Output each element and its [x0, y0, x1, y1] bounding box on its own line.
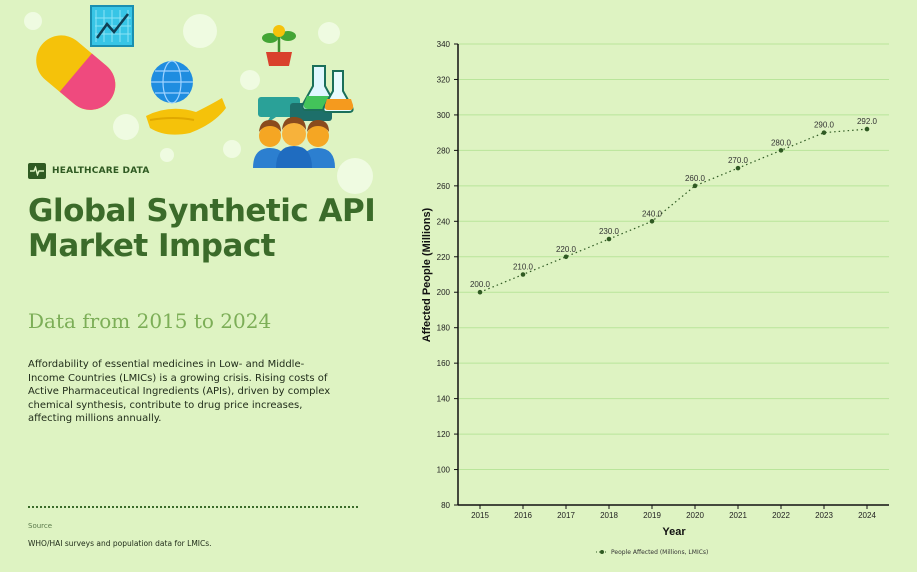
globe-icon [151, 60, 193, 104]
plant-icon [262, 25, 296, 66]
y-tick-label: 100 [437, 466, 451, 475]
source-text: WHO/HAI surveys and population data for … [28, 539, 212, 548]
data-label: 210.0 [513, 263, 534, 272]
x-tick-label: 2022 [772, 511, 790, 520]
data-label: 290.0 [814, 121, 835, 130]
badge-label: HEALTHCARE DATA [52, 166, 150, 176]
x-tick-label: 2015 [471, 511, 489, 520]
data-label: 292.0 [857, 117, 878, 126]
decor-bubble [337, 158, 373, 194]
y-tick-label: 80 [441, 501, 450, 510]
data-points [477, 126, 870, 295]
data-label: 220.0 [556, 245, 577, 254]
data-point [563, 254, 569, 260]
data-label: 200.0 [470, 280, 491, 289]
data-point [477, 289, 483, 295]
decor-bubble [318, 22, 340, 44]
data-point [649, 219, 655, 224]
y-tick-label: 300 [437, 111, 451, 120]
chart-board-icon [90, 5, 134, 47]
y-tick-label: 240 [437, 217, 451, 226]
x-axis-ticks: 2015 2016 2017 2018 2019 2020 2021 2022 2023 2024 [471, 505, 876, 520]
dotted-divider [28, 506, 358, 508]
y-tick-label: 180 [437, 324, 451, 333]
x-tick-label: 2023 [815, 511, 833, 520]
x-axis-title: Year [662, 526, 686, 538]
y-tick-label: 320 [437, 75, 451, 84]
y-tick-label: 120 [437, 430, 451, 439]
y-tick-label: 200 [437, 288, 451, 297]
y-tick-label: 340 [437, 40, 451, 49]
x-tick-label: 2016 [514, 511, 532, 520]
legend-label: People Affected (Millions, LMICs) [611, 549, 708, 556]
flask-icon [301, 65, 354, 113]
x-tick-label: 2021 [729, 511, 747, 520]
capsule-icon [36, 35, 116, 110]
y-tick-label: 260 [437, 182, 451, 191]
data-point [692, 183, 698, 189]
x-tick-label: 2020 [686, 511, 704, 520]
page-subtitle: Data from 2015 to 2024 [28, 309, 272, 333]
legend-dot-marker [600, 550, 604, 554]
series-line [479, 128, 868, 293]
decor-bubble [24, 12, 42, 30]
x-tick-label: 2024 [858, 511, 876, 520]
y-tick-label: 160 [437, 359, 451, 368]
heartbeat-icon [28, 163, 46, 179]
y-tick-label: 280 [437, 146, 451, 155]
data-label: 240.0 [642, 209, 663, 218]
category-badge: HEALTHCARE DATA [28, 163, 150, 179]
source-label: Source [28, 522, 53, 530]
data-point [606, 236, 612, 242]
x-tick-label: 2018 [600, 511, 618, 520]
x-tick-label: 2017 [557, 511, 575, 520]
y-tick-label: 220 [437, 253, 451, 262]
data-label: 270.0 [728, 156, 749, 165]
y-axis-ticks: 80 100 120 140 160 180 200 220 240 260 280 300 320 34… [437, 40, 458, 510]
decor-bubble [240, 70, 260, 90]
decor-bubble [113, 114, 139, 140]
people-group-icon [253, 117, 335, 168]
data-labels: 200.0 210.0 220.0 230.0 240.0 260.0 270.0 280.0… [470, 117, 878, 289]
healthcare-illustration [36, 5, 354, 168]
description-text: Affordability of essential medicines in … [28, 359, 331, 425]
decor-bubble [183, 14, 217, 48]
y-axis-title: Affected People (Millions) [421, 207, 433, 342]
legend: People Affected (Millions, LMICs) [596, 549, 708, 556]
data-point [520, 272, 526, 277]
hand-icon [146, 98, 226, 135]
data-label: 280.0 [771, 138, 792, 147]
x-tick-label: 2019 [643, 511, 661, 520]
decor-bubble [223, 140, 241, 158]
data-point [778, 148, 784, 153]
data-point [821, 130, 827, 135]
data-point [864, 126, 870, 132]
data-point [735, 165, 741, 171]
page-title: Global Synthetic API Market Impact [28, 193, 376, 264]
data-label: 260.0 [685, 174, 706, 183]
decor-bubble [160, 148, 174, 162]
data-label: 230.0 [599, 227, 620, 236]
y-tick-label: 140 [437, 395, 451, 404]
grid-lines [458, 43, 889, 471]
info-panel: HEALTHCARE DATA Global Synthetic API Mar… [0, 0, 400, 572]
